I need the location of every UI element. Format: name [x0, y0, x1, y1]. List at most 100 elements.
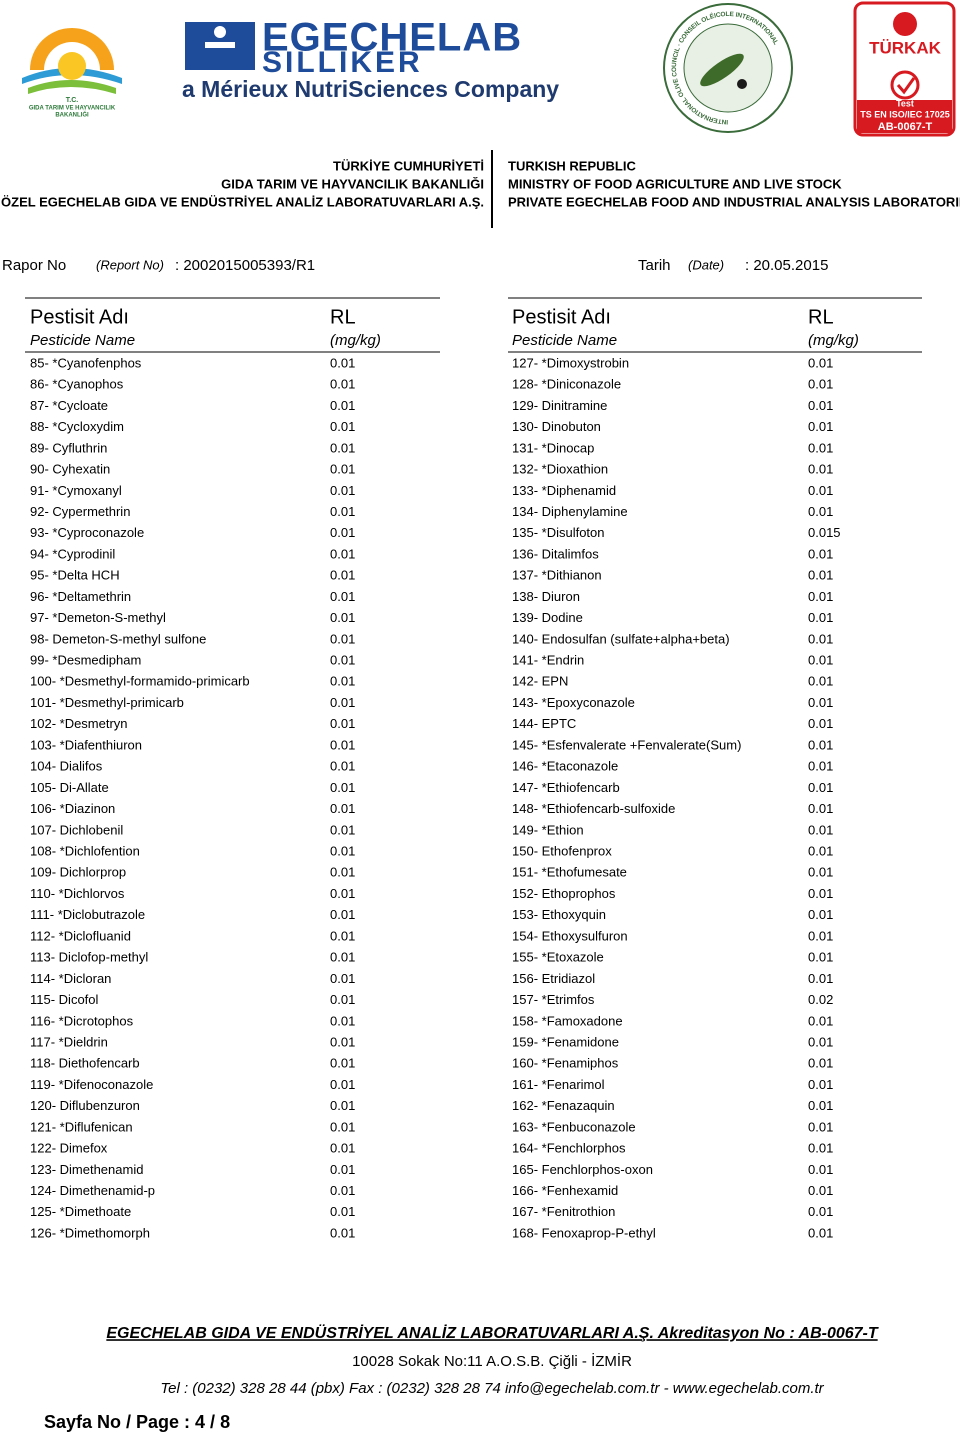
pesticide-rl: 0.01: [808, 1119, 833, 1134]
pesticide-rl: 0.01: [808, 546, 833, 561]
pesticide-rl: 0.01: [808, 886, 833, 901]
pesticide-name: 93- *Cyproconazole: [30, 525, 144, 540]
pesticide-rl: 0.01: [330, 419, 355, 434]
pesticide-name: 120- Diflubenzuron: [30, 1098, 140, 1113]
pesticide-name: 87- *Cycloate: [30, 398, 108, 413]
pesticide-rl: 0.01: [808, 737, 833, 752]
logo-text: AB-0067-T: [878, 121, 933, 133]
pesticide-name: 151- *Ethofumesate: [512, 865, 627, 880]
logo-text: a Mérieux NutriSciences Company: [182, 76, 559, 102]
pesticide-rl: 0.01: [330, 971, 355, 986]
pesticide-name: 103- *Diafenthiuron: [30, 737, 142, 752]
pesticide-name: 157- *Etrimfos: [512, 992, 595, 1007]
pesticide-rl: 0.01: [808, 483, 833, 498]
column-subheader: (mg/kg): [808, 332, 859, 349]
pesticide-name: 145- *Esfenvalerate +Fenvalerate(Sum): [512, 737, 741, 752]
company-logo: [185, 22, 255, 70]
pesticide-rl: 0.01: [808, 610, 833, 625]
pesticide-name: 111- *Diclobutrazole: [30, 907, 145, 922]
pesticide-name: 96- *Deltamethrin: [30, 589, 131, 604]
pesticide-rl: 0.01: [808, 865, 833, 880]
pesticide-rl: 0.01: [330, 907, 355, 922]
pesticide-rl: 0.01: [330, 1034, 355, 1049]
institution-tr: GIDA TARIM VE HAYVANCILIK BAKANLIĞI: [221, 176, 484, 191]
pesticide-rl: 0.01: [808, 1034, 833, 1049]
institution-en: PRIVATE EGECHELAB FOOD AND INDUSTRIAL AN…: [508, 194, 960, 209]
report-label: Rapor No: [2, 257, 66, 274]
logo-text: BAKANLIĞI: [55, 111, 89, 119]
pesticide-rl: 0.01: [808, 631, 833, 646]
pesticide-rl: 0.01: [808, 377, 833, 392]
date-label-en: (Date): [688, 257, 724, 272]
pesticide-rl: 0.01: [330, 504, 355, 519]
pesticide-rl: 0.01: [808, 462, 833, 477]
pesticide-name: 152- Ethoprophos: [512, 886, 616, 901]
pesticide-name: 142- EPN: [512, 674, 568, 689]
pesticide-name: 144- EPTC: [512, 716, 576, 731]
pesticide-rl: 0.01: [808, 1183, 833, 1198]
pesticide-rl: 0.01: [808, 843, 833, 858]
pesticide-rl: 0.01: [330, 610, 355, 625]
pesticide-rl: 0.02: [808, 992, 833, 1007]
pesticide-name: 100- *Desmethyl-formamido-primicarb: [30, 674, 250, 689]
pesticide-name: 147- *Ethiofencarb: [512, 780, 620, 795]
pesticide-name: 92- Cypermethrin: [30, 504, 130, 519]
pesticide-name: 119- *Difenoconazole: [30, 1077, 153, 1092]
pesticide-name: 163- *Fenbuconazole: [512, 1119, 636, 1134]
pesticide-rl: 0.01: [808, 928, 833, 943]
pesticide-name: 164- *Fenchlorphos: [512, 1141, 626, 1156]
pesticide-name: 141- *Endrin: [512, 653, 584, 668]
page-number: Sayfa No / Page : 4 / 8: [44, 1412, 230, 1432]
pesticide-name: 113- Diclofop-methyl: [30, 950, 148, 965]
pesticide-name: 168- Fenoxaprop-P-ethyl: [512, 1225, 656, 1240]
date-label: Tarih: [638, 257, 671, 274]
footer-text: 10028 Sokak No:11 A.O.S.B. Çiğli - İZMİR: [352, 1352, 632, 1370]
pesticide-rl: 0.01: [808, 568, 833, 583]
institution-tr: ÖZEL EGECHELAB GIDA VE ENDÜSTRİYEL ANALİ…: [1, 194, 484, 209]
pesticide-name: 97- *Demeton-S-methyl: [30, 610, 166, 625]
pesticide-name: 161- *Fenarimol: [512, 1077, 605, 1092]
pesticide-name: 143- *Epoxyconazole: [512, 695, 635, 710]
pesticide-name: 105- Di-Allate: [30, 780, 109, 795]
column-subheader: (mg/kg): [330, 332, 381, 349]
pesticide-name: 99- *Desmedipham: [30, 653, 141, 668]
pesticide-name: 122- Dimefox: [30, 1141, 108, 1156]
pesticide-name: 159- *Fenamidone: [512, 1034, 619, 1049]
pesticide-rl: 0.01: [330, 801, 355, 816]
column-header: RL: [808, 306, 834, 328]
pesticide-rl: 0.01: [808, 950, 833, 965]
pesticide-rl: 0.01: [330, 1119, 355, 1134]
pesticide-rl: 0.01: [808, 398, 833, 413]
pesticide-name: 121- *Diflufenican: [30, 1119, 133, 1134]
pesticide-name: 118- Diethofencarb: [30, 1056, 140, 1071]
pesticide-rl: 0.01: [808, 759, 833, 774]
pesticide-name: 109- Dichlorprop: [30, 865, 126, 880]
pesticide-rl: 0.01: [330, 1056, 355, 1071]
pesticide-name: 132- *Dioxathion: [512, 462, 608, 477]
pesticide-name: 95- *Delta HCH: [30, 568, 120, 583]
column-header: RL: [330, 306, 356, 328]
pesticide-rl: 0.01: [330, 822, 355, 837]
report-label-en: (Report No): [96, 257, 164, 272]
pesticide-name: 162- *Fenazaquin: [512, 1098, 615, 1113]
pesticide-rl: 0.01: [330, 1225, 355, 1240]
logo-text: TÜRKAK: [869, 38, 941, 57]
pesticide-rl: 0.01: [808, 1204, 833, 1219]
logo-text: GIDA TARIM VE HAYVANCILIK: [29, 106, 116, 112]
pesticide-rl: 0.01: [330, 1098, 355, 1113]
pesticide-rl: 0.01: [808, 1141, 833, 1156]
pesticide-rl: 0.01: [808, 801, 833, 816]
pesticide-rl: 0.01: [330, 653, 355, 668]
pesticide-name: 101- *Desmethyl-primicarb: [30, 695, 184, 710]
date-value: : 20.05.2015: [745, 257, 828, 274]
pesticide-name: 125- *Dimethoate: [30, 1204, 131, 1219]
pesticide-rl: 0.01: [808, 716, 833, 731]
pesticide-name: 85- *Cyanofenphos: [30, 355, 142, 370]
pesticide-name: 130- Dinobuton: [512, 419, 601, 434]
pesticide-rl: 0.01: [330, 992, 355, 1007]
pesticide-name: 126- *Dimethomorph: [30, 1225, 150, 1240]
pesticide-name: 166- *Fenhexamid: [512, 1183, 618, 1198]
footer-text: EGECHELAB GIDA VE ENDÜSTRİYEL ANALİZ LAB…: [106, 1323, 879, 1342]
pesticide-rl: 0.01: [330, 1141, 355, 1156]
pesticide-name: 148- *Ethiofencarb-sulfoxide: [512, 801, 675, 816]
